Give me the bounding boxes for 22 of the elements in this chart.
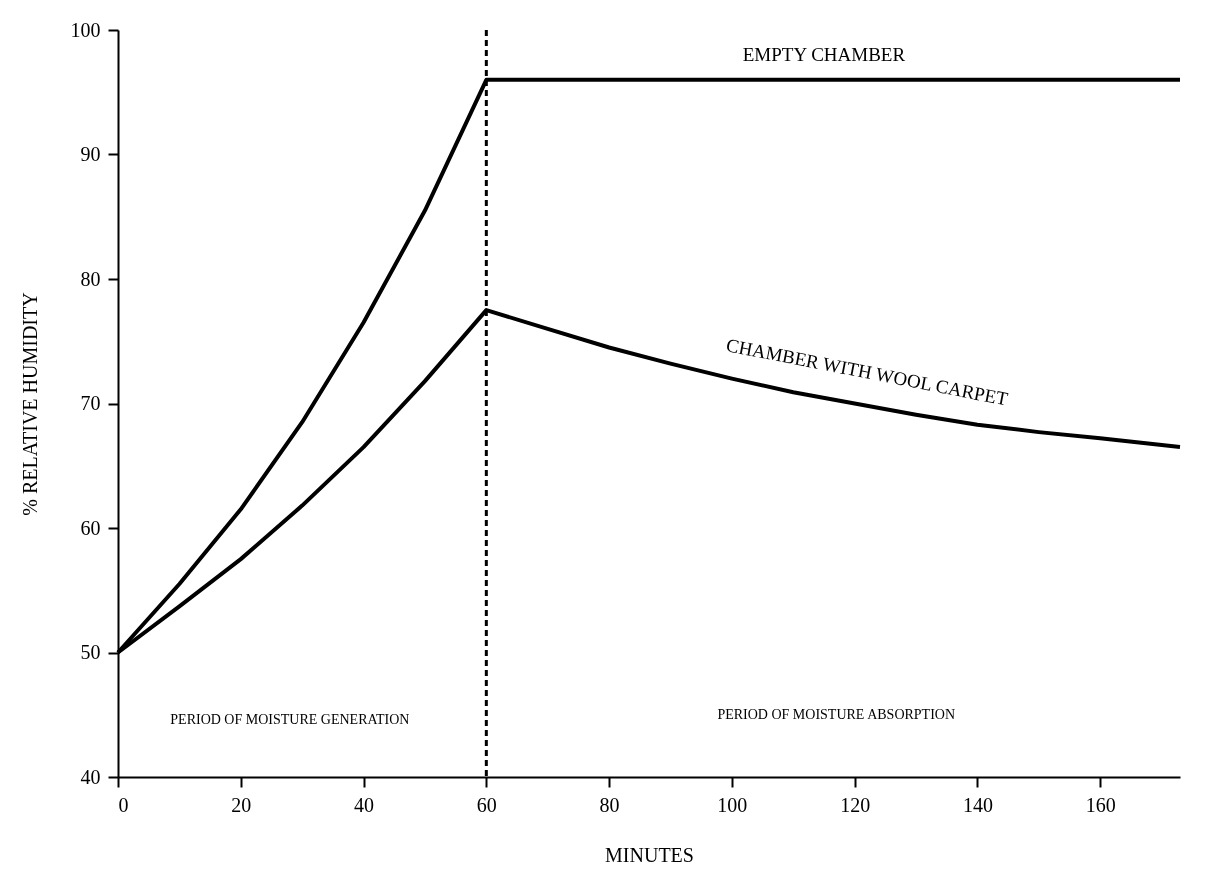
x-axis-title: MINUTES — [605, 843, 694, 866]
text: CHAMBER WITH WOOL CARPET — [724, 334, 1010, 410]
y-tick-label: 50 — [80, 641, 101, 663]
y-tick-label: 100 — [70, 18, 101, 41]
y-axis-title: % RELATIVE HUMIDITY — [18, 292, 41, 516]
x-tick-label: 120 — [840, 793, 871, 816]
y-tick-label: 60 — [80, 516, 101, 539]
x-tick-label: 100 — [717, 793, 748, 816]
y-tick-label: 90 — [80, 143, 101, 165]
annotation: PERIOD OF MOISTURE ABSORPTION — [717, 706, 956, 722]
series-label: EMPTY CHAMBER — [742, 43, 906, 65]
x-tick-label: 40 — [354, 793, 375, 816]
y-tick-label: 70 — [80, 392, 101, 414]
x-tick-label: 20 — [231, 793, 252, 816]
x-tick-label: 160 — [1085, 793, 1116, 816]
y-tick-label: 40 — [80, 765, 101, 788]
y-tick-label: 80 — [80, 267, 101, 290]
annotation: PERIOD OF MOISTURE GENERATION — [170, 711, 410, 727]
x-tick-label: 140 — [962, 793, 993, 816]
x-tick-label: 60 — [476, 793, 497, 816]
x-tick-label: 80 — [599, 793, 620, 816]
x-tick-label: 0 — [118, 793, 129, 816]
